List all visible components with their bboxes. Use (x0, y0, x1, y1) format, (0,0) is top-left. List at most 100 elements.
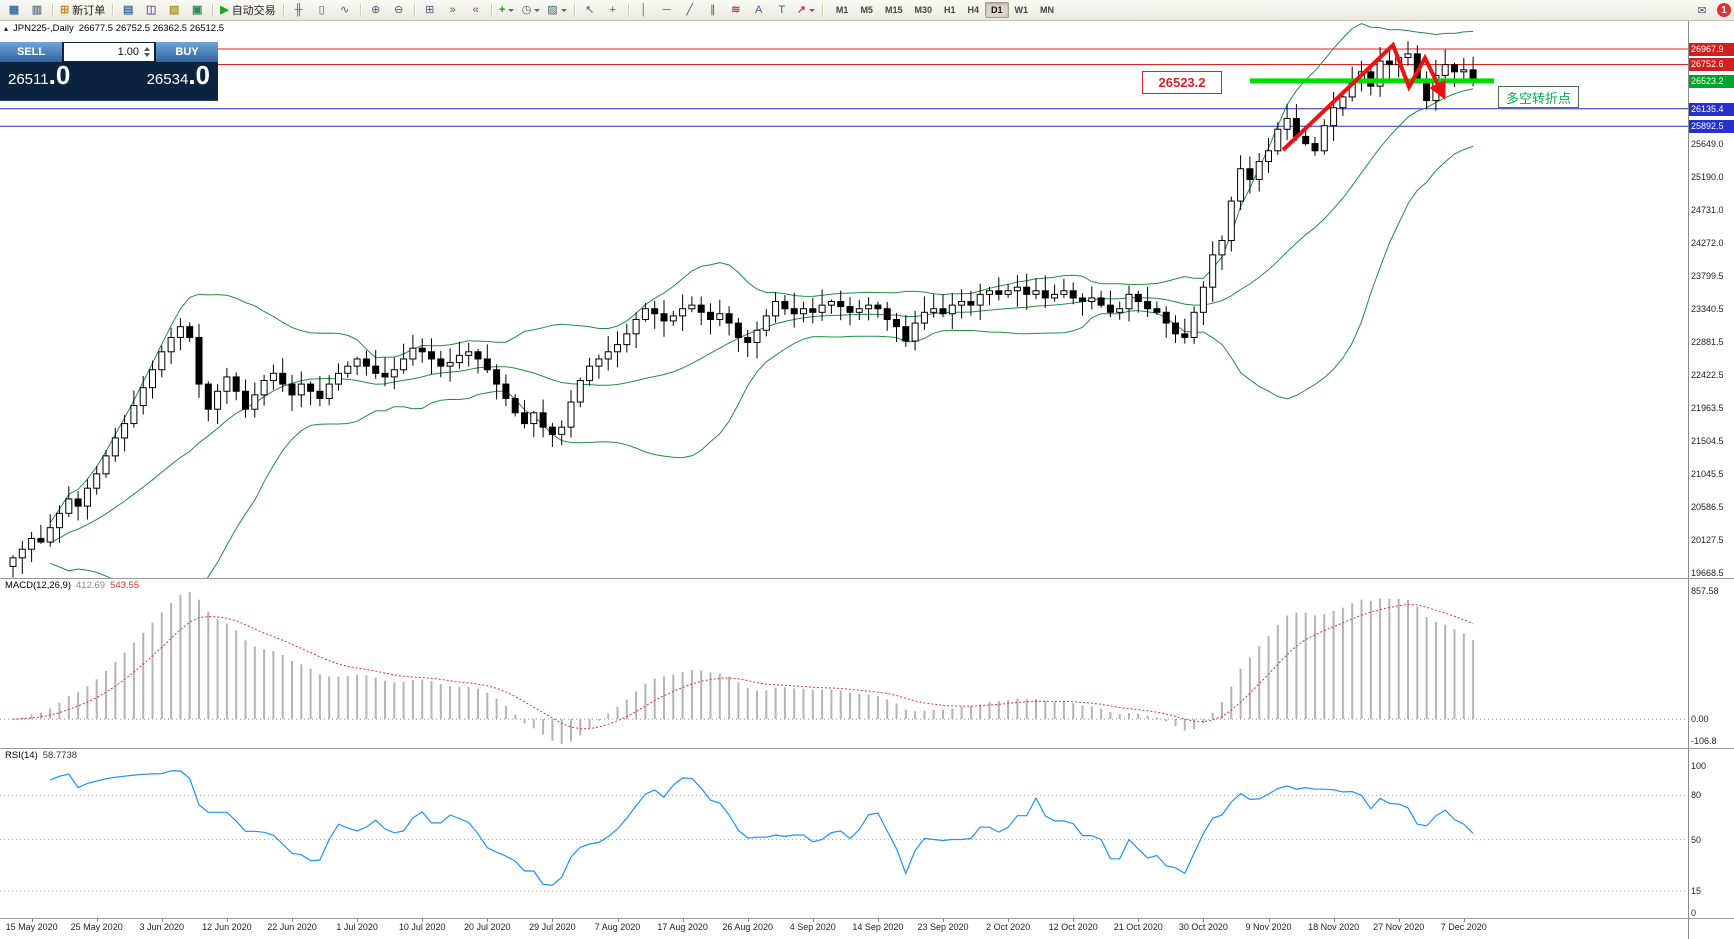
buy-price[interactable]: 26534.0 (147, 62, 210, 88)
price-scale-label: 20586.5 (1691, 502, 1724, 513)
price-level-tag: 26967.9 (1689, 43, 1734, 56)
vertical-line-icon[interactable]: │ (640, 3, 648, 16)
toolbar-separator (627, 3, 629, 17)
channel-icon[interactable]: ∥ (709, 3, 716, 16)
rsi-value: 58.7738 (42, 750, 78, 761)
zoom-in-icon[interactable]: ⊕ (371, 3, 381, 16)
line-chart-icon[interactable]: ∿ (340, 3, 350, 16)
date-label: 9 Nov 2020 (1245, 922, 1292, 932)
timeframe-h1[interactable]: H1 (943, 5, 956, 15)
trendline-icon[interactable]: ╱ (686, 3, 694, 16)
notification-badge[interactable]: 1 (1717, 3, 1731, 17)
arrows-icon[interactable]: ↗ (794, 1, 818, 19)
timeframe-m5[interactable]: M5 (860, 5, 873, 15)
macd-value-signal: 543.55 (110, 580, 140, 591)
price-scale-label: 19668.5 (1691, 568, 1724, 578)
market-watch-icon[interactable]: ▤ (123, 3, 134, 16)
chart-profiles-icon[interactable]: ▥ (31, 3, 43, 16)
time-tick (226, 919, 228, 922)
crosshair-icon[interactable]: + (609, 3, 616, 16)
time-tick (1203, 919, 1205, 922)
date-label: 27 Nov 2020 (1373, 922, 1425, 932)
time-axis[interactable]: 15 May 2020 25 May 2020 3 Jun 2020 12 Jun 2… (0, 919, 1688, 939)
time-tick (552, 919, 554, 922)
sell-price-pips: .0 (48, 60, 71, 90)
buy-button[interactable]: BUY (156, 42, 218, 62)
timeframe-bar: M1 M5 M15 M30 H1 H4 D1 W1 MN (830, 2, 1060, 18)
volume-input[interactable]: 1.00 (64, 43, 154, 61)
stepper-up-icon[interactable] (144, 47, 150, 51)
date-label: 25 May 2020 (70, 922, 123, 932)
tile-windows-icon[interactable]: ⊞ (425, 3, 435, 16)
chart-shift-icon[interactable]: « (472, 3, 479, 16)
stepper-down-icon[interactable] (144, 53, 150, 57)
macd-axis-zero: 0.00 (1691, 714, 1709, 725)
macd-value-main: 412.69 (76, 580, 106, 591)
timeframe-h4[interactable]: H4 (967, 5, 980, 15)
time-tick (31, 919, 33, 922)
time-tick (877, 919, 879, 922)
templates-button[interactable]: ▨ (544, 1, 569, 19)
horizontal-line-icon[interactable]: ─ (662, 3, 671, 16)
time-tick (1073, 919, 1075, 922)
toolbar: ▦ ▥ ⊞ 新订单 ▤ ◫ ▧ ▣ ▶ 自动交易 ╫ ▯ ∿ ⊕ ⊖ ⊞» «+ ◷ ▨ ↖ + │ ─ ╱ ∥ ≋ A T ↗ M1 M… (0, 0, 1734, 21)
toolbar-separator (282, 3, 284, 17)
trade-panel-controls: SELL 1.00 BUY (0, 42, 218, 62)
time-tick (422, 919, 424, 922)
date-label: 17 Aug 2020 (657, 922, 708, 932)
turning-point-annotation[interactable]: 多空转折点 (1498, 86, 1580, 108)
sell-button[interactable]: SELL (0, 42, 62, 62)
timeframe-m1[interactable]: M1 (835, 5, 849, 15)
timeframe-d1[interactable]: D1 (985, 2, 1009, 18)
panel-divider[interactable] (0, 578, 1734, 579)
sell-price[interactable]: 26511.0 (8, 60, 71, 90)
fibonacci-icon[interactable]: ≋ (731, 3, 741, 16)
date-label: 21 Oct 2020 (1113, 922, 1163, 932)
zoom-out-icon[interactable]: ⊖ (394, 3, 404, 16)
price-scale-label: 22881.5 (1691, 337, 1724, 348)
new-chart-icon[interactable]: ▦ (8, 3, 20, 16)
auto-trading-button[interactable]: ▶ 自动交易 (220, 3, 276, 17)
candlestick-chart-icon[interactable]: ▯ (318, 3, 325, 16)
time-tick (487, 919, 489, 922)
time-tick (812, 919, 814, 922)
periods-button[interactable]: ◷ (519, 1, 544, 19)
price-scale-label: 20127.5 (1691, 535, 1724, 546)
bar-chart-icon[interactable]: ╫ (294, 3, 303, 16)
terminal-icon[interactable]: ▣ (192, 3, 203, 16)
new-order-button[interactable]: ⊞ 新订单 (60, 3, 106, 17)
rsi-scale-label: 15 (1691, 885, 1702, 896)
volume-stepper[interactable] (144, 47, 150, 57)
time-tick (1268, 919, 1270, 922)
timeframe-w1[interactable]: W1 (1014, 5, 1029, 15)
label-icon[interactable]: T (778, 3, 786, 16)
date-label: 20 Jul 2020 (464, 922, 511, 932)
toolbar-separator (821, 3, 823, 17)
chat-icon[interactable]: ✉ (1697, 4, 1707, 17)
time-tick (96, 919, 98, 922)
indicators-button[interactable]: + (496, 1, 518, 19)
macd-label: MACD(12,26,9) (5, 580, 71, 591)
price-level-annotation[interactable]: 26523.2 (1142, 71, 1222, 94)
timeframe-mn[interactable]: MN (1040, 5, 1055, 15)
cursor-icon[interactable]: ↖ (585, 3, 595, 16)
toolbar-separator (573, 3, 575, 17)
timeframe-m15[interactable]: M15 (884, 5, 903, 15)
panel-divider[interactable] (0, 918, 1734, 919)
price-scale-label: 22422.5 (1691, 370, 1724, 381)
data-window-icon[interactable]: ◫ (146, 3, 157, 16)
one-click-toggle-icon[interactable]: ▴ (4, 24, 9, 33)
navigator-icon[interactable]: ▧ (169, 3, 180, 16)
one-click-trading-panel: SELL 1.00 BUY 26511.0 26534.0 (0, 42, 218, 101)
price-scale-label: 23799.5 (1691, 271, 1724, 282)
timeframe-m30[interactable]: M30 (914, 5, 932, 15)
time-tick (1008, 919, 1010, 922)
auto-scroll-icon[interactable]: » (449, 3, 456, 16)
toolbar-separator (52, 3, 53, 17)
price-axis[interactable] (1688, 20, 1734, 939)
price-level-tag: 26752.6 (1689, 58, 1734, 72)
text-icon[interactable]: A (755, 3, 763, 16)
time-tick (1333, 919, 1335, 922)
time-tick (1463, 919, 1465, 922)
panel-divider[interactable] (0, 748, 1734, 749)
